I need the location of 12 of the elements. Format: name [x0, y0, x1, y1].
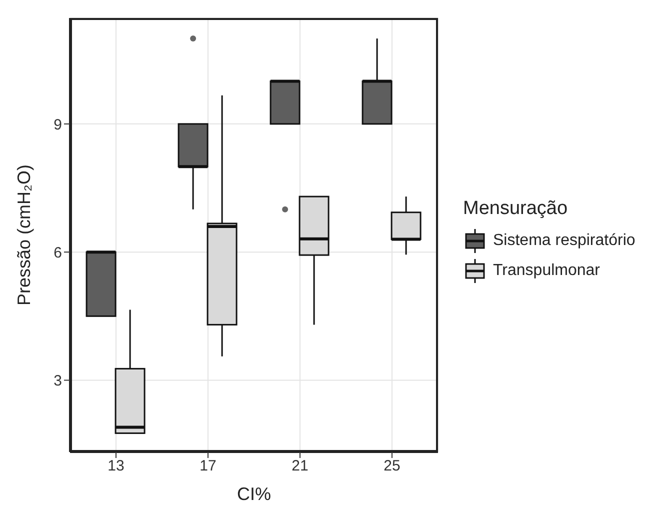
- legend-label: Transpulmonar: [493, 262, 600, 280]
- legend-title: Mensuração: [463, 198, 569, 220]
- y-tick-label: 3: [54, 372, 62, 390]
- x-tick-label: 13: [108, 458, 124, 475]
- legend-label: Sistema respiratório: [493, 232, 636, 250]
- x-axis-title: CI%: [236, 484, 272, 504]
- y-tick-label: 9: [54, 116, 62, 134]
- y-tick-label: 6: [54, 244, 62, 262]
- x-tick-label: 17: [200, 458, 216, 475]
- x-tick-label: 21: [292, 458, 308, 475]
- x-tick-label: 25: [384, 458, 400, 475]
- y-axis-title: Pressão (cmH₂O): [14, 164, 34, 306]
